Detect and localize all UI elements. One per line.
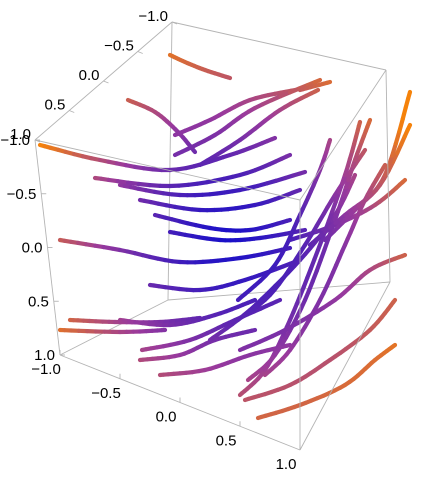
z-tick-label: 0.0 [22,240,43,257]
streamline-segment [325,79,333,85]
streamline [125,97,198,155]
streamline-segment [312,77,323,85]
streamline [137,187,303,213]
streamline-segment [381,162,388,170]
y-tick-label: −1.0 [138,8,168,25]
box-edge-vertical-back-right [385,69,391,283]
streamline-segment [360,147,368,156]
streamline [167,227,308,243]
y-tick-label: −0.5 [104,38,134,55]
streamline [37,135,278,173]
streamline-segment [225,75,233,81]
z-tick-label: 0.5 [28,293,49,310]
streamline [157,342,293,378]
streamline [197,87,321,168]
y-tick-label: 0.0 [79,67,100,84]
streamline [57,237,293,265]
bounding-box-back-edges [59,21,391,356]
x-tick-label: 0.5 [216,432,237,449]
y-tick-mark [34,139,41,143]
streamline-segment [269,135,278,142]
streamline-segment [299,227,308,233]
streamline [237,252,408,353]
axis-ticks: −1.0−0.50.00.51.0−1.0−0.50.00.51.0−1.0−0… [0,8,301,473]
streamlines [37,52,413,421]
streamline [242,297,398,403]
streamline-segment [274,297,283,304]
streamline-segment [391,342,398,349]
streamline-segment [400,177,408,185]
y-tick-mark [69,110,75,113]
streamline [262,162,388,378]
streamline [172,77,323,158]
streamline-segment [249,297,258,304]
box-edge-bottom-right-depth [299,281,391,451]
z-tick-label: −0.5 [7,186,37,203]
y-tick-mark [137,51,143,54]
streamline [117,169,308,198]
x-tick-label: 0.0 [156,409,177,426]
streamline [137,327,258,363]
y-tick-mark [171,21,178,25]
box-edge-top-front [34,139,301,201]
box-edge-vertical-back-left [167,21,173,301]
z-tick-label: 1.0 [34,347,55,364]
box-edge-bottom-left-depth [59,299,169,356]
streamline [227,147,368,328]
streamline-segment [297,169,308,176]
streamline [167,52,233,81]
bounding-box-front-edges [34,21,391,451]
streamline [57,327,168,335]
streamline-segment [393,129,402,146]
box-edge-top-right-depth [299,69,387,201]
y-tick-mark [103,80,109,84]
streamline-segment [284,342,293,348]
streamline [322,89,413,243]
streamline-segment [391,297,398,305]
streamline [152,212,293,233]
streamline-segment [406,89,413,101]
streamline [92,152,293,189]
y-tick-label: 0.5 [44,97,65,114]
x-tick-label: −0.5 [91,385,121,402]
streamline [117,297,258,328]
streamline-segment [366,117,373,126]
streamline-segment [400,252,408,259]
streamline [255,342,398,421]
streamline-segment [249,327,258,333]
streamline-segment [294,187,303,194]
streamline-segment [356,119,363,129]
x-tick-label: −1.0 [31,361,61,378]
streamline [297,79,333,93]
z-tick-label: −1.0 [0,132,30,149]
streamline-segment [327,137,333,145]
x-tick-label: 1.0 [276,456,297,473]
box-edge-top-back [171,21,387,71]
streamline-segment [313,87,321,94]
streamline-segment [351,172,358,181]
streamline [147,257,303,293]
streamline-segment [284,217,293,223]
y-tick-label: 1.0 [10,126,31,143]
streamline-segment [191,148,198,155]
streamline-segment [284,152,293,159]
streamline-segment [405,122,413,132]
